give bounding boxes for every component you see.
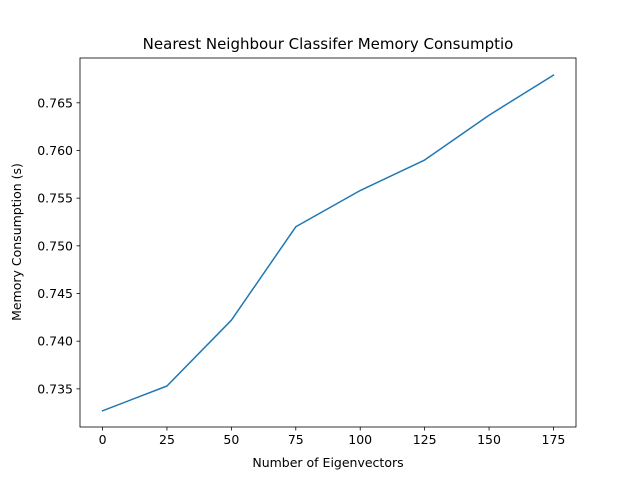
x-tick-label: 25 [159,432,175,447]
x-tick-label: 125 [413,432,437,447]
x-axis-label: Number of Eigenvectors [252,455,403,470]
y-tick-label: 0.760 [37,143,73,158]
x-tick-label: 75 [288,432,304,447]
plot-frame [79,57,577,428]
x-tick-label: 175 [542,432,566,447]
x-tick-label: 100 [348,432,372,447]
y-tick-label: 0.735 [37,381,73,396]
y-tick-label: 0.755 [37,191,73,206]
y-tick-label: 0.745 [37,286,73,301]
plot-area: 0 25 50 75 100 125 150 175 0.735 0.740 0.745 0.750 0… [37,57,577,447]
y-tick-label: 0.750 [37,238,73,253]
x-tick-label: 0 [99,432,107,447]
chart-title: Nearest Neighbour Classifer Memory Consu… [143,35,514,53]
y-axis-label: Memory Consumption (s) [9,163,24,321]
series-line-memory [101,74,555,412]
y-tick-label: 0.740 [37,334,73,349]
x-tick-label: 50 [223,432,239,447]
y-tick-label: 0.765 [37,95,73,110]
x-tick-label: 150 [477,432,501,447]
